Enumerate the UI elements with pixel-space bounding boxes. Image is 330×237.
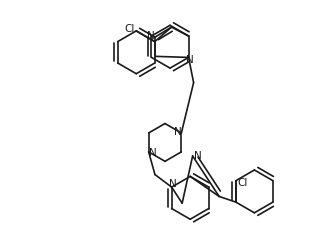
- Text: N: N: [148, 148, 156, 158]
- Text: Cl: Cl: [125, 24, 135, 34]
- Text: N: N: [194, 151, 202, 161]
- Text: N: N: [174, 127, 182, 137]
- Text: N: N: [186, 55, 194, 65]
- Text: N: N: [147, 31, 154, 41]
- Text: Cl: Cl: [238, 178, 248, 188]
- Text: N: N: [169, 179, 177, 189]
